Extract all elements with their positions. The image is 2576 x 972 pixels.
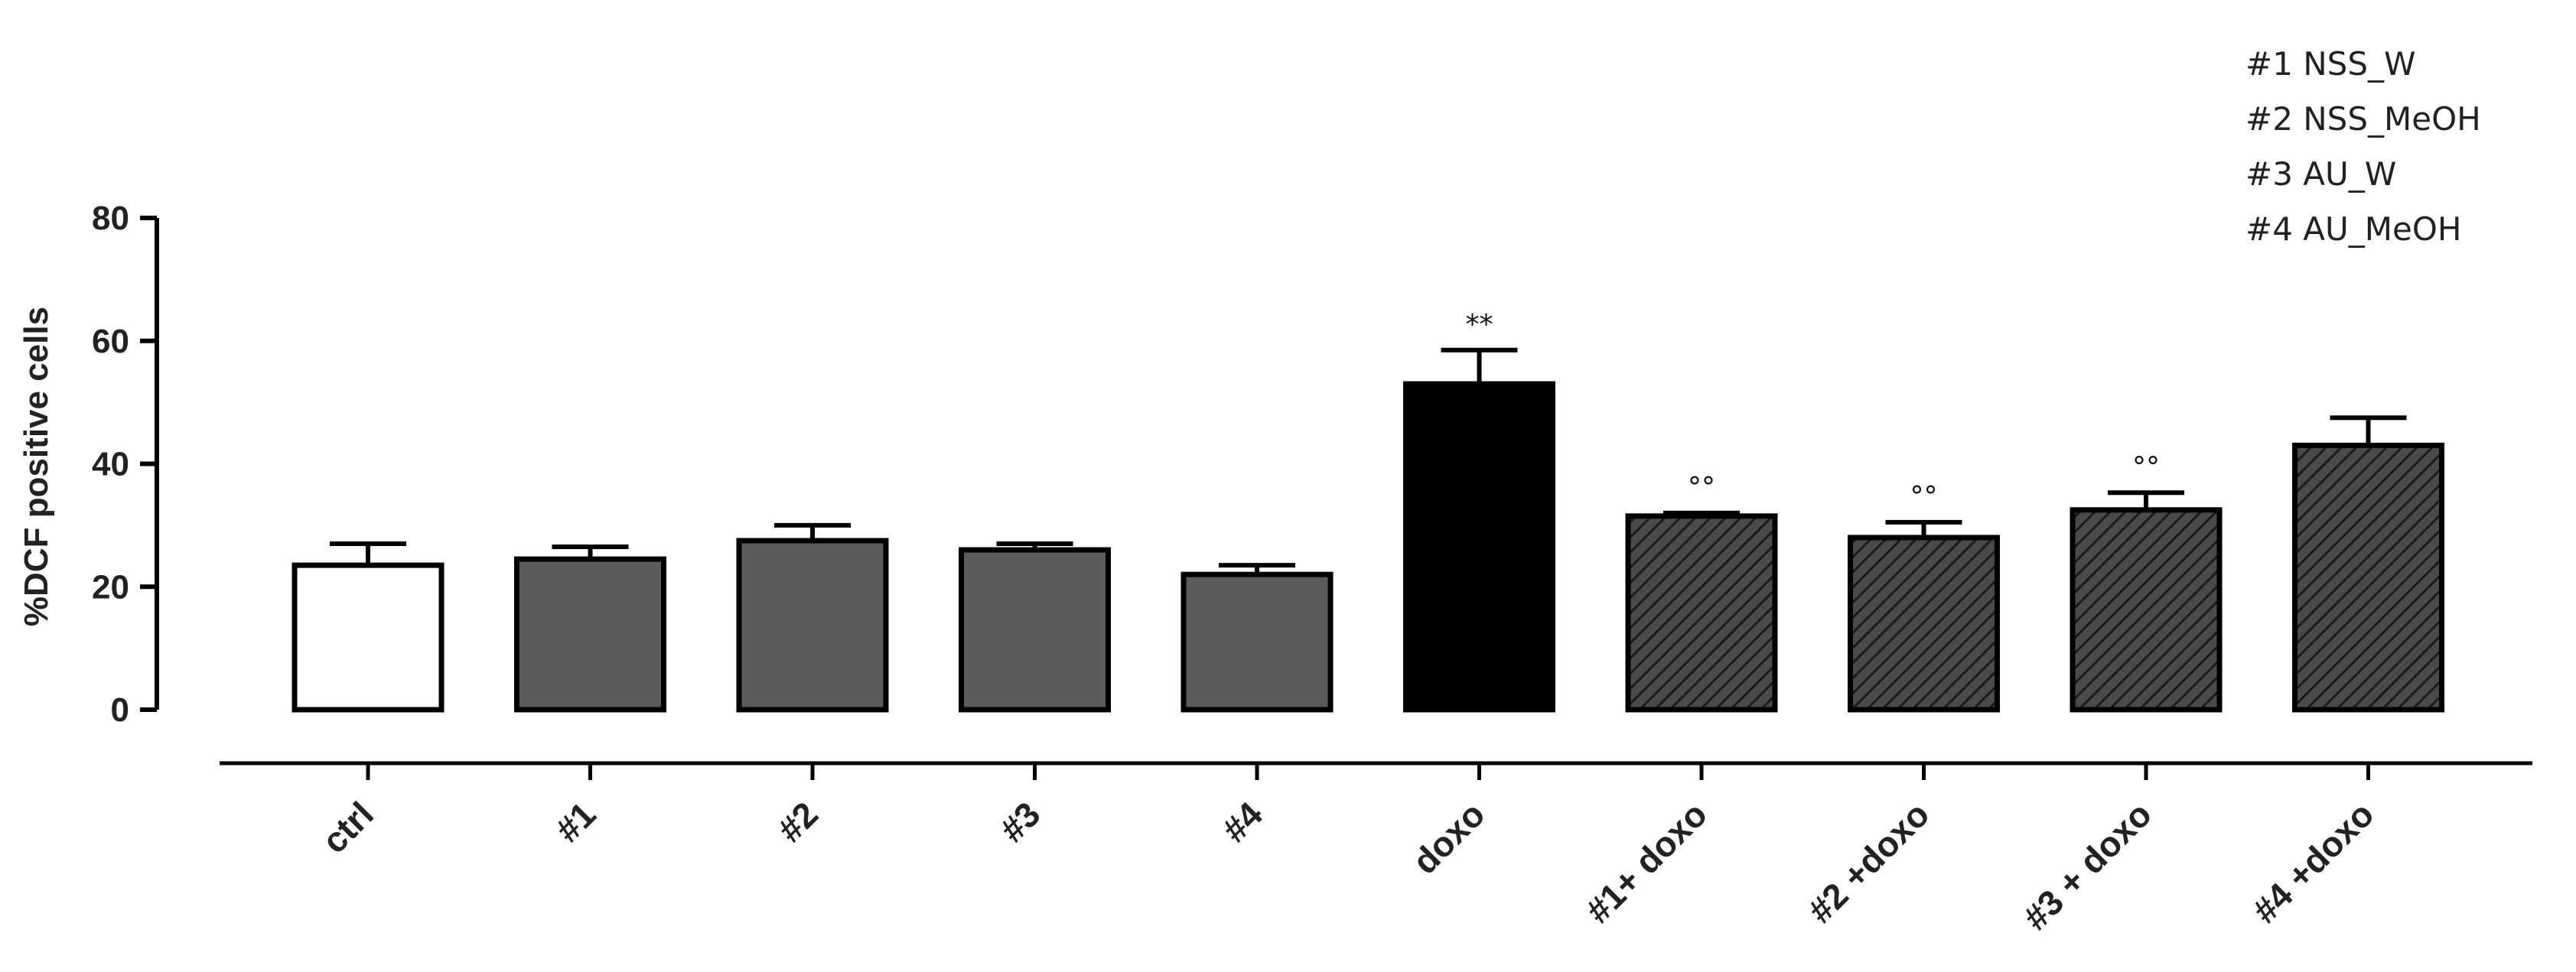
- bar-4-doxo: [2292, 442, 2444, 713]
- bars: ** °° °° °°: [291, 309, 2444, 713]
- legend-item-3: #3 AU_W: [2245, 155, 2396, 193]
- bar-1-doxo: [1625, 513, 1778, 713]
- bar-4: [1181, 571, 1334, 713]
- y-tick-label: 80: [92, 200, 129, 237]
- x-tick-label: ctrl: [314, 794, 381, 860]
- x-tick-label: #3 + doxo: [2015, 794, 2159, 938]
- bar-2: [736, 538, 889, 713]
- bar-ctrl: [291, 562, 445, 713]
- significance-marker: **: [1466, 309, 1493, 340]
- x-axis: ctrl #1 #2 #3 #4 doxo #1+ doxo #2 +doxo #3 + dox…: [220, 761, 2532, 938]
- x-tick-label: doxo: [1405, 794, 1492, 881]
- x-tick-label: #4: [1214, 794, 1270, 850]
- legend-item-1: #1 NSS_W: [2245, 45, 2416, 83]
- significance-marker: °°: [1688, 472, 1715, 503]
- x-tick-label: #1+ doxo: [1578, 794, 1715, 931]
- x-tick-label: #3: [992, 794, 1048, 850]
- y-tick-label: 60: [92, 323, 129, 360]
- y-axis-label: %DCF positive cells: [18, 307, 55, 626]
- legend: #1 NSS_W #2 NSS_MeOH #3 AU_W #4 AU_MeOH: [2245, 45, 2481, 248]
- significance-marker: °°: [2132, 451, 2160, 483]
- y-tick-label: 20: [92, 568, 129, 606]
- x-tick-label: #2 +doxo: [1800, 794, 1937, 931]
- x-tick-label: #1: [548, 794, 604, 850]
- x-tick-label: #4 +doxo: [2245, 794, 2382, 931]
- bar-1: [514, 556, 666, 713]
- legend-item-2: #2 NSS_MeOH: [2245, 100, 2481, 138]
- y-tick-label: 40: [92, 446, 129, 483]
- significance-marker: °°: [1910, 481, 1938, 512]
- x-tick-label: #2: [770, 794, 826, 850]
- bar-doxo: [1403, 381, 1555, 713]
- y-tick-label: 0: [111, 691, 129, 729]
- legend-item-4: #4 AU_MeOH: [2245, 210, 2461, 248]
- y-axis: 0 20 40 60 80: [92, 200, 159, 729]
- bar-2-doxo: [1848, 535, 2000, 713]
- bar-3: [959, 547, 1111, 713]
- bar-3-doxo: [2070, 507, 2223, 713]
